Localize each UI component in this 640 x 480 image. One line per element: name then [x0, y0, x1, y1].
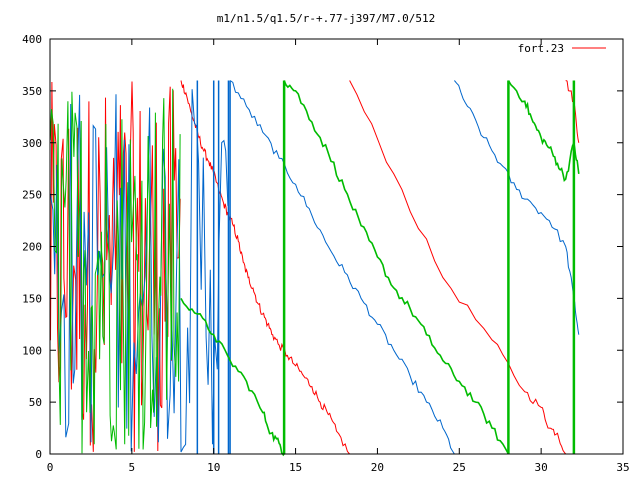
y-tick-label-1: 50	[29, 396, 42, 409]
series-1-segment-1	[454, 80, 580, 335]
series-2-noise	[49, 88, 181, 454]
plot-area	[49, 80, 580, 457]
series-2-segment-0	[180, 298, 285, 457]
series-1-segment-0	[229, 80, 455, 455]
series-1-noise	[49, 89, 229, 453]
x-tick-label-1: 5	[129, 461, 136, 474]
x-tick-label-3: 15	[289, 461, 302, 474]
series-2-segment-2	[507, 80, 580, 182]
y-tick-label-5: 250	[22, 189, 42, 202]
y-tick-label-4: 200	[22, 241, 42, 254]
x-tick-label-4: 20	[371, 461, 384, 474]
legend-label-0: fort.23	[518, 42, 564, 55]
x-tick-label-5: 25	[453, 461, 466, 474]
series-2-segment-1	[283, 80, 510, 455]
series-0-noise	[50, 81, 181, 452]
chart-title: m1/n1.5/q1.5/r-+.77-j397/M7.0/512	[217, 12, 436, 25]
y-tick-label-6: 300	[22, 137, 42, 150]
series-2	[49, 80, 580, 457]
y-tick-label-3: 150	[22, 292, 42, 305]
y-tick-label-0: 0	[35, 448, 42, 461]
series-0	[50, 80, 580, 455]
x-tick-label-2: 10	[207, 461, 220, 474]
y-tick-label-2: 100	[22, 344, 42, 357]
series-0-segment-2	[565, 80, 580, 143]
x-tick-label-0: 0	[47, 461, 54, 474]
x-tick-label-7: 35	[616, 461, 629, 474]
series-1	[49, 80, 580, 455]
x-tick-label-6: 30	[535, 461, 548, 474]
series-0-segment-0	[180, 80, 350, 455]
series-0-segment-1	[349, 80, 567, 455]
y-tick-label-7: 350	[22, 85, 42, 98]
legend: fort.23	[518, 42, 606, 55]
y-tick-label-8: 400	[22, 33, 42, 46]
